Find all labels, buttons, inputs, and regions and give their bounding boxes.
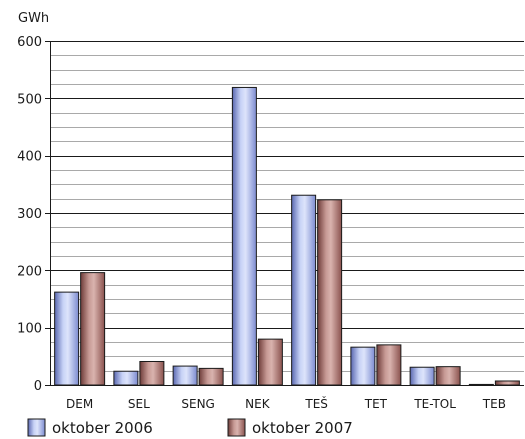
legend-label-series-1: oktober 2006 [52,419,153,437]
legend: oktober 2006 oktober 2007 [27,418,353,437]
x-category-label: TE-TOL [413,397,456,411]
y-tick-label: 100 [17,322,42,337]
legend-swatch-series-1 [27,418,46,437]
bar-nek-series-2 [257,338,283,386]
bars [54,86,520,386]
x-category-label: DEM [66,397,93,411]
bar-tet-series-2 [376,344,402,386]
bar-teb-series-1 [468,383,494,386]
bar-teb-series-2 [494,380,520,386]
y-tick-label: 500 [17,92,42,107]
bar-te-tol-series-1 [409,366,435,386]
gridlines [50,41,524,386]
y-tick-label: 200 [17,264,42,279]
x-category-label: NEK [245,397,271,411]
y-axis-ticks: 0 100 200 300 400 500 600 [17,35,50,394]
x-axis-categories: DEM SEL SENG NEK TEŠ TET TE-TOL TEB [66,396,506,411]
y-tick-label: 600 [17,35,42,50]
bar-seng-series-1 [172,365,198,386]
x-category-label: SEL [128,397,150,411]
bar-dem-series-2 [80,272,106,386]
x-category-label: TEŠ [304,396,328,411]
bar-tet-series-1 [350,346,376,386]
y-axis-unit-label: GWh [18,11,49,26]
y-tick-label: 300 [17,207,42,222]
bar-nek-series-1 [231,86,257,386]
bar-dem-series-1 [54,291,80,386]
bar-sel-series-1 [113,370,139,386]
bar-teš-series-1 [291,194,317,386]
bar-sel-series-2 [139,360,165,386]
y-tick-label: 0 [34,379,42,394]
legend-swatch-series-2 [227,418,246,437]
x-category-label: TEB [482,397,506,411]
bar-teš-series-2 [317,199,343,386]
bar-te-tol-series-2 [435,366,461,386]
x-category-label: SENG [181,397,214,411]
bar-seng-series-2 [198,367,224,386]
legend-label-series-2: oktober 2007 [252,419,353,437]
x-category-label: TET [364,397,388,411]
y-tick-label: 400 [17,150,42,165]
